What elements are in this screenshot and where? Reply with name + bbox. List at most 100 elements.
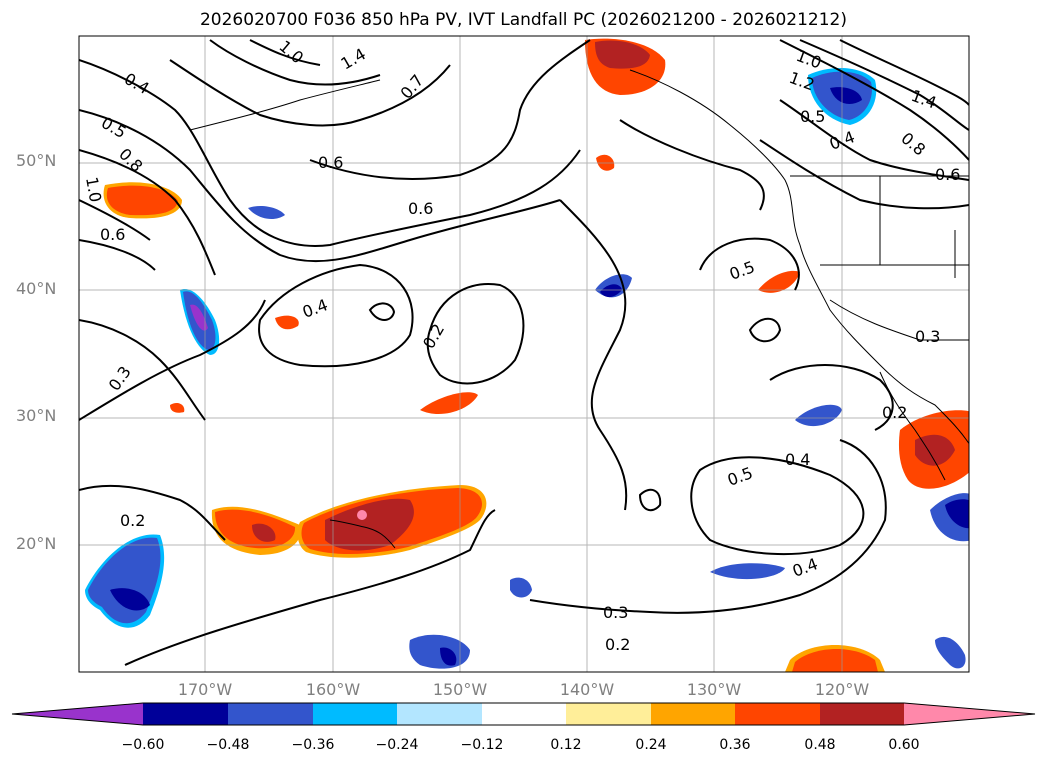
anomaly-blob <box>409 634 470 669</box>
contour-line <box>368 302 396 321</box>
colorbar-swatch <box>228 703 313 725</box>
contour-line <box>79 484 226 541</box>
state-border <box>829 299 969 341</box>
colorbar-swatch <box>651 703 735 725</box>
anomaly-blob <box>915 434 955 466</box>
anomaly-blob <box>600 284 622 298</box>
colorbar <box>11 702 1036 726</box>
lon-label-120w: 120°W <box>814 680 870 699</box>
contour-line <box>79 109 561 263</box>
gridlines <box>79 36 969 672</box>
anomaly-blob <box>110 588 150 611</box>
contour-label: 1.0 <box>82 175 105 203</box>
contour-label: 1.4 <box>338 44 370 73</box>
contour-line <box>309 39 591 180</box>
contour-label: 1.0 <box>794 46 824 73</box>
contour-label: 0.3 <box>915 327 940 346</box>
colorbar-right-arrow <box>904 703 1035 725</box>
colorbar-swatch <box>313 703 397 725</box>
contour-line <box>249 39 321 66</box>
anomaly-blob <box>758 270 800 293</box>
contour-label: 1.4 <box>909 86 939 113</box>
colorbar-swatch <box>397 703 482 725</box>
contour-line <box>690 456 865 556</box>
contour-label: 0.5 <box>800 107 825 126</box>
contour-label: 0.2 <box>605 635 630 654</box>
colorbar-tick-label: 0.24 <box>635 737 667 753</box>
anomaly-blob <box>170 402 185 413</box>
contour-line <box>529 439 887 614</box>
anomaly-blob <box>440 647 457 666</box>
colorbar-swatch <box>820 703 904 725</box>
contour-label: 0.8 <box>897 129 929 160</box>
aleutians <box>189 79 381 131</box>
contour-line <box>79 319 206 421</box>
lon-label-150w: 150°W <box>432 680 488 699</box>
anomaly-blob <box>420 392 478 415</box>
contour-label: 0.2 <box>419 320 448 352</box>
contour-line <box>779 39 969 161</box>
contour-label: 0.6 <box>935 165 960 184</box>
contour-line <box>79 239 156 271</box>
colorbar-swatch <box>143 703 228 725</box>
colorbar-tick-label: −0.48 <box>206 737 250 753</box>
hawaii <box>329 519 396 549</box>
anomaly-blob <box>792 648 878 672</box>
anomaly-blob <box>795 404 842 427</box>
contour-line <box>799 39 969 131</box>
contour-line <box>759 139 969 210</box>
contour-line <box>209 39 381 86</box>
colorbar-tick-label: −0.12 <box>460 737 504 753</box>
contour-line <box>699 237 800 291</box>
negative-anomaly-shading <box>85 68 969 669</box>
colorbar-tick-label: 0.36 <box>719 737 751 753</box>
contour-line <box>79 59 581 247</box>
contour-line <box>79 199 151 241</box>
contour-label: 0.7 <box>397 71 428 103</box>
contour-line <box>779 99 969 181</box>
colorbar-outline <box>11 702 1036 726</box>
map-title: 2026020700 F036 850 hPa PV, IVT Landfall… <box>199 10 847 30</box>
map-plot-area: 0.4 0.5 0.6 0.8 1.0 0.6 1.0 1.4 0.7 0.6 … <box>79 36 969 672</box>
anomaly-blob <box>357 510 367 520</box>
lon-label-140w: 140°W <box>559 680 615 699</box>
contour-line <box>426 283 525 385</box>
contour-label: 0.5 <box>727 257 757 284</box>
contour-line <box>169 59 451 127</box>
anomaly-blob <box>945 499 969 529</box>
colorbar-swatch <box>735 703 820 725</box>
coastline-north-america <box>629 69 969 445</box>
contour-label: 0.6 <box>100 225 125 244</box>
lon-label-160w: 160°W <box>305 680 361 699</box>
contour-label: 1.0 <box>275 37 307 68</box>
contour-label: 0.4 <box>785 450 810 469</box>
positive-anomaly-shading <box>103 38 969 672</box>
contour-label: 0.8 <box>115 144 146 175</box>
colorbar-tick-label: −0.24 <box>375 737 419 753</box>
anomaly-blob <box>935 636 966 669</box>
coastlines <box>189 69 969 549</box>
anomaly-blob <box>248 205 285 220</box>
contour-label: 0.2 <box>882 403 907 422</box>
colorbar-tick-label: −0.36 <box>291 737 335 753</box>
map-frame <box>78 35 970 673</box>
anomaly-blob <box>275 315 299 330</box>
colorbar-tick-label: −0.60 <box>121 737 165 753</box>
contour-line <box>79 299 266 421</box>
contour-label: 0.2 <box>120 511 145 530</box>
colorbar-tick-label: 0.48 <box>804 737 836 753</box>
anomaly-blob <box>190 304 208 331</box>
pv-contours <box>79 39 969 666</box>
colorbar-left-arrow <box>12 703 143 725</box>
lat-label-30n: 30°N <box>16 406 57 425</box>
colorbar-tick-label: 0.12 <box>550 737 582 753</box>
contour-line <box>559 199 628 511</box>
colorbar-tick-label: 0.60 <box>888 737 920 753</box>
contour-line <box>258 263 414 368</box>
contour-label: 0.6 <box>318 153 343 172</box>
anomaly-blob <box>510 577 532 598</box>
lat-label-40n: 40°N <box>16 279 57 298</box>
lon-label-170w: 170°W <box>177 680 233 699</box>
contour-line <box>638 488 662 512</box>
